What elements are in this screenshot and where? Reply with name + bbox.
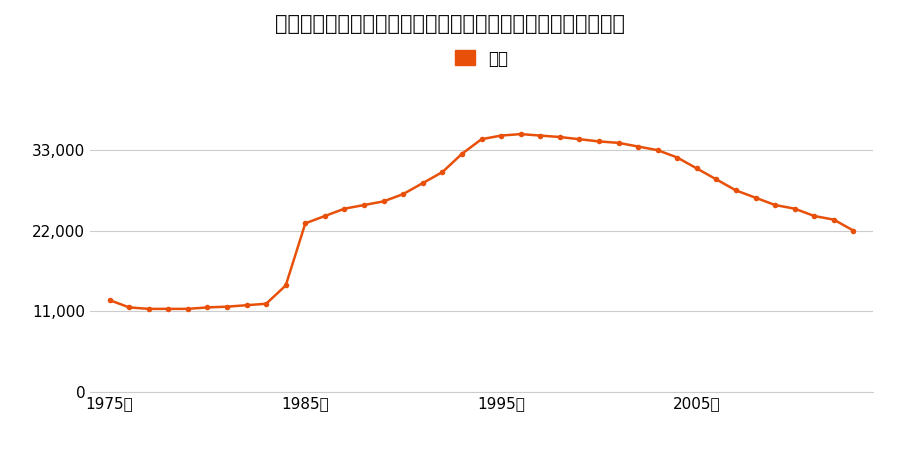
Legend: 価格: 価格	[448, 43, 515, 74]
Text: 福島県いわき市泉町下川字川向１４０番１ほか２筆の地価推移: 福島県いわき市泉町下川字川向１４０番１ほか２筆の地価推移	[275, 14, 625, 33]
